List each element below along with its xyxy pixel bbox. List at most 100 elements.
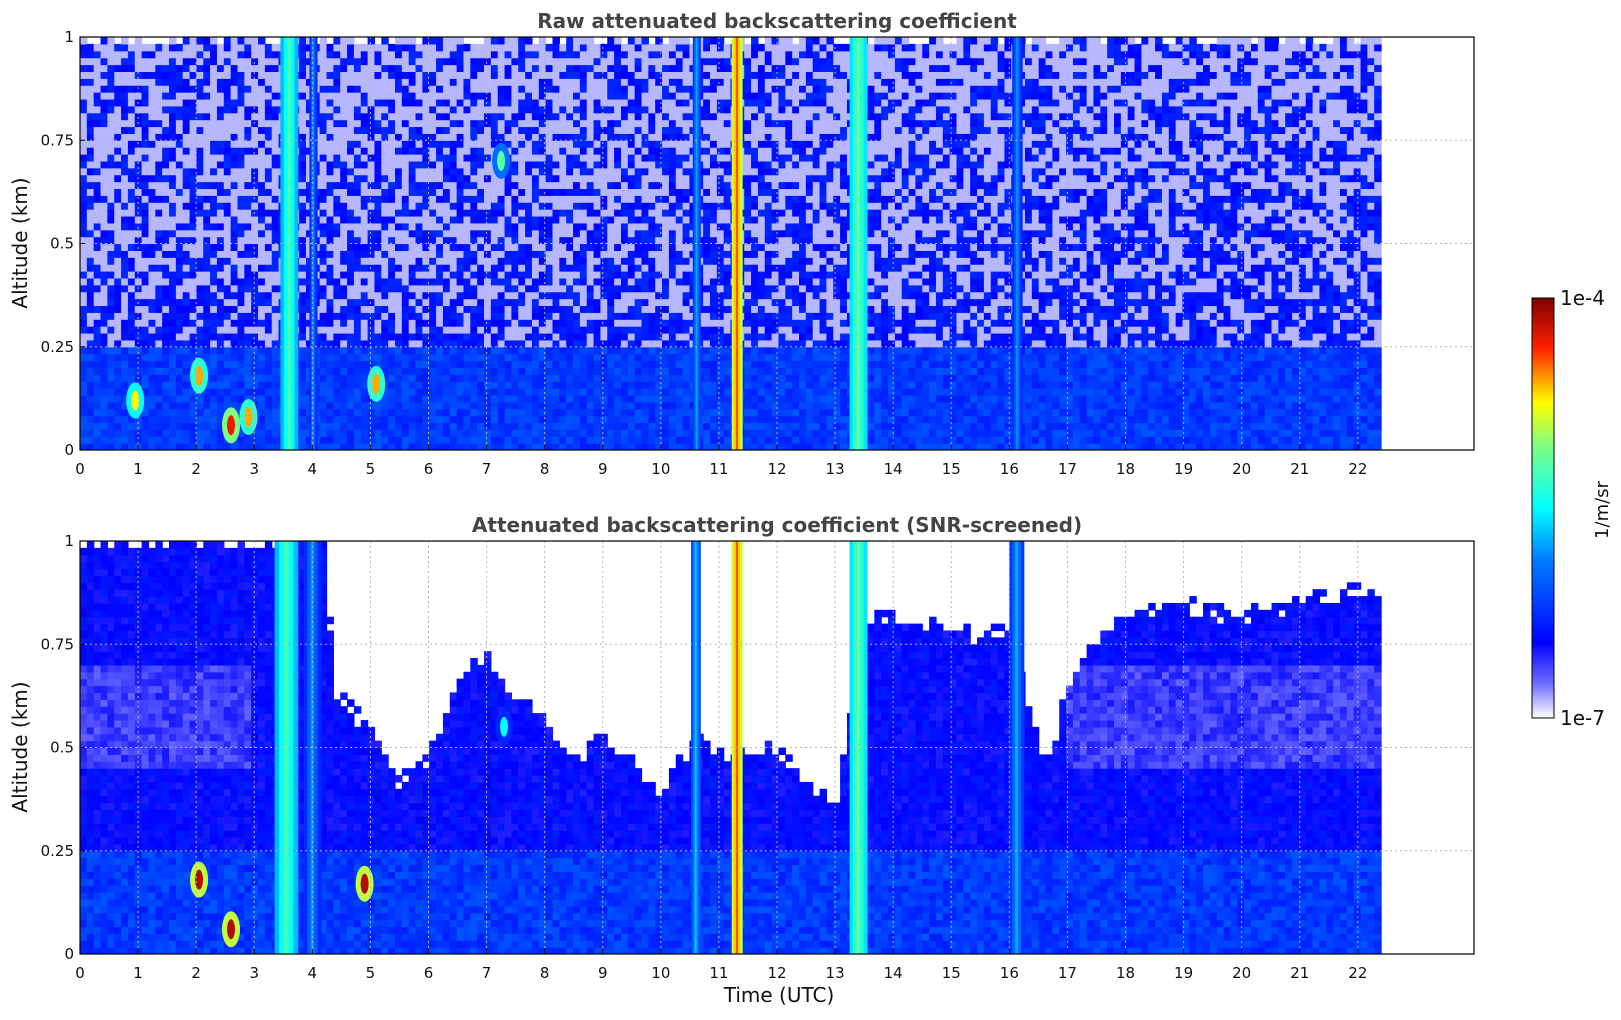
heatmap-cell	[579, 257, 588, 265]
heatmap-cell	[162, 436, 170, 444]
heatmap-cell	[511, 215, 519, 224]
heatmap-cell	[436, 346, 444, 355]
heatmap-cell	[299, 422, 307, 430]
heatmap-cell	[422, 339, 430, 348]
heatmap-cell	[620, 215, 629, 224]
heatmap-cell	[422, 37, 430, 45]
heatmap-cell	[319, 291, 328, 300]
heatmap-cell	[484, 381, 492, 389]
heatmap-cell	[429, 215, 437, 224]
heatmap-cell	[381, 222, 389, 231]
heatmap-cell	[545, 346, 554, 355]
heatmap-cell	[223, 332, 232, 341]
heatmap-cell	[627, 126, 636, 134]
heatmap-cell	[490, 408, 499, 417]
heatmap-cell	[401, 429, 410, 437]
heatmap-cell	[573, 443, 581, 450]
heatmap-cell	[586, 250, 595, 258]
heatmap-cell	[251, 443, 259, 450]
heatmap-cell	[429, 339, 437, 348]
heatmap-cell	[127, 429, 136, 437]
heatmap-cell	[586, 85, 595, 93]
heatmap-cell	[504, 181, 513, 190]
heatmap-cell	[155, 209, 163, 217]
heatmap-cell	[614, 181, 622, 190]
heatmap-cell	[162, 167, 170, 176]
heatmap-cell	[388, 236, 396, 245]
heatmap-cell	[401, 57, 410, 66]
heatmap-cell	[579, 133, 588, 141]
heatmap-cell	[511, 250, 519, 258]
heatmap-cell	[634, 257, 643, 265]
heatmap-cell	[573, 98, 581, 107]
panel-raw: Raw attenuated backscattering coefficien…	[8, 9, 1475, 478]
heatmap-cell	[244, 167, 252, 176]
heatmap-cell	[429, 92, 437, 100]
heatmap-cell	[367, 257, 376, 265]
heatmap-cell	[442, 381, 451, 389]
heatmap-cell	[490, 105, 499, 114]
heatmap-cell	[244, 443, 252, 450]
heatmap-cell	[203, 215, 211, 224]
heatmap-cell	[326, 243, 334, 251]
heatmap-cell	[162, 43, 170, 52]
heatmap-cell	[442, 319, 451, 327]
heatmap-cell	[607, 326, 615, 334]
heatmap-cell	[634, 167, 643, 176]
heatmap-cell	[114, 126, 122, 134]
heatmap-cell	[429, 429, 437, 437]
heatmap-cell	[511, 43, 519, 52]
heatmap-cell	[641, 346, 649, 355]
heatmap-cell	[326, 388, 334, 396]
heatmap-cell	[600, 71, 608, 79]
heatmap-cell	[408, 64, 417, 73]
heatmap-cell	[573, 360, 581, 368]
heatmap-cell	[566, 174, 574, 183]
heatmap-cell	[573, 332, 581, 341]
heatmap-cell	[251, 215, 259, 224]
heatmap-cell	[422, 284, 430, 293]
heatmap-cell	[230, 264, 239, 272]
heatmap-cell	[121, 236, 129, 245]
heatmap-cell	[538, 209, 547, 217]
heatmap-cell	[538, 78, 547, 86]
heatmap-cell	[107, 236, 115, 245]
heatmap-cell	[333, 401, 341, 410]
heatmap-cell	[600, 401, 608, 410]
heatmap-cell	[484, 367, 492, 375]
heatmap-cell	[552, 257, 560, 265]
heatmap-cell	[408, 236, 417, 245]
heatmap-cell	[203, 126, 211, 134]
heatmap-cell	[620, 202, 629, 210]
heatmap-cell	[620, 436, 629, 444]
heatmap-cell	[86, 195, 95, 203]
heatmap-cell	[422, 92, 430, 100]
heatmap-cell	[264, 126, 273, 134]
heatmap-cell	[648, 222, 656, 231]
heatmap-cell	[107, 98, 115, 107]
heatmap-cell	[264, 367, 273, 375]
heatmap-cell	[93, 298, 102, 307]
heatmap-cell	[175, 140, 184, 148]
heatmap-cell	[388, 346, 396, 355]
heatmap-cell	[121, 284, 129, 293]
heatmap-cell	[381, 154, 389, 162]
heatmap-cell	[566, 319, 574, 327]
heatmap-cell	[80, 209, 88, 217]
heatmap-cell	[319, 443, 328, 450]
heatmap-cell	[579, 147, 588, 155]
heatmap-cell	[100, 374, 108, 382]
heatmap-cell	[210, 408, 218, 417]
heatmap-cell	[490, 195, 499, 203]
heatmap-cell	[395, 78, 403, 86]
heatmap-cell	[415, 394, 423, 403]
heatmap-cell	[593, 291, 602, 300]
heatmap-cell	[107, 92, 115, 100]
heatmap-cell	[538, 43, 547, 52]
heatmap-cell	[196, 291, 204, 300]
heatmap-cell	[100, 339, 108, 348]
heatmap-cell	[86, 429, 95, 437]
heatmap-cell	[586, 160, 595, 169]
heatmap-cell	[388, 71, 396, 79]
heatmap-cell	[203, 422, 211, 430]
